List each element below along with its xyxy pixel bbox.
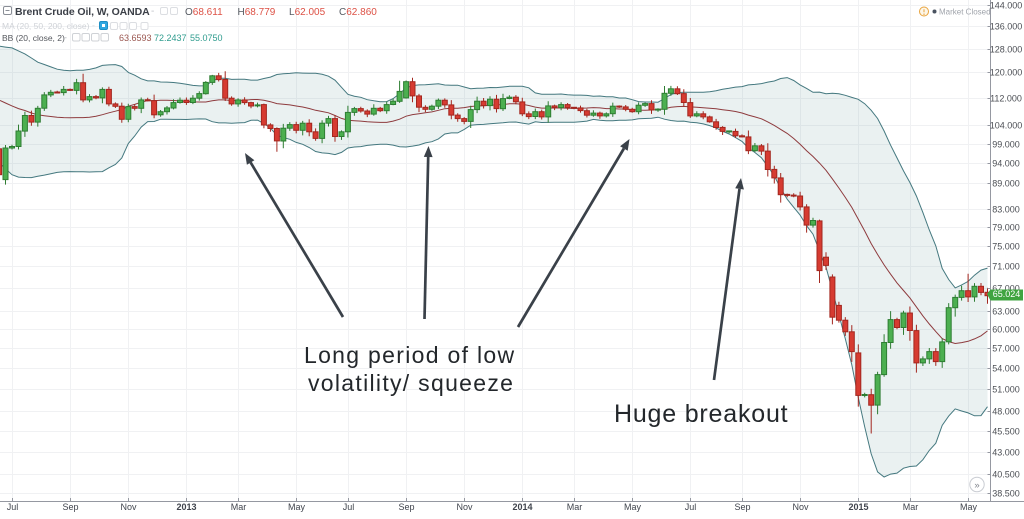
svg-text:Nov: Nov (792, 502, 809, 512)
svg-text:Mar: Mar (903, 502, 919, 512)
svg-text:2015: 2015 (848, 502, 868, 512)
svg-text:79.000: 79.000 (992, 223, 1020, 233)
svg-text:67.000: 67.000 (992, 284, 1020, 294)
svg-text:83.000: 83.000 (992, 205, 1020, 215)
svg-text:May: May (288, 502, 306, 512)
svg-text:»: » (974, 480, 979, 491)
svg-text:-: - (151, 6, 154, 17)
svg-text:-: - (92, 21, 95, 31)
svg-text:Jul: Jul (685, 502, 697, 512)
svg-text:Jul: Jul (343, 502, 355, 512)
svg-text:Mar: Mar (567, 502, 583, 512)
svg-text:Nov: Nov (120, 502, 137, 512)
svg-text:Sep: Sep (734, 502, 750, 512)
svg-text:48.000: 48.000 (992, 407, 1020, 417)
svg-text:May: May (624, 502, 642, 512)
svg-text:Brent Crude Oil, W, OANDA: Brent Crude Oil, W, OANDA (15, 6, 150, 18)
svg-text:C62.860: C62.860 (339, 7, 377, 18)
svg-text:2013: 2013 (176, 502, 196, 512)
svg-text:O68.611: O68.611 (185, 7, 223, 18)
svg-text:Mar: Mar (231, 502, 247, 512)
svg-text:51.000: 51.000 (992, 385, 1020, 395)
svg-text:Jul: Jul (7, 502, 19, 512)
svg-text:112.000: 112.000 (990, 94, 1022, 104)
svg-text:144.000: 144.000 (990, 1, 1023, 11)
svg-text:57.000: 57.000 (992, 344, 1020, 354)
svg-text:BB (20, close, 2): BB (20, close, 2) (2, 33, 65, 43)
svg-text:54.000: 54.000 (992, 364, 1020, 374)
svg-text:2014: 2014 (512, 502, 532, 512)
svg-text:75.000: 75.000 (992, 242, 1020, 252)
svg-text:Nov: Nov (456, 502, 473, 512)
svg-text:71.000: 71.000 (992, 262, 1020, 272)
svg-text:63.000: 63.000 (992, 307, 1020, 317)
svg-text:94.000: 94.000 (992, 159, 1020, 169)
svg-text:volatility/ squeeze: volatility/ squeeze (308, 370, 514, 396)
svg-text:65.024: 65.024 (993, 289, 1021, 299)
svg-text:Long period of low: Long period of low (304, 342, 515, 368)
svg-text:L62.005: L62.005 (289, 7, 326, 18)
svg-text:99.000: 99.000 (992, 140, 1020, 150)
svg-text:Market Closed: Market Closed (939, 8, 991, 17)
svg-text:38.500: 38.500 (992, 489, 1020, 499)
svg-text:40.500: 40.500 (992, 470, 1020, 480)
svg-text:H68.779: H68.779 (238, 7, 276, 18)
svg-text:MA (20, 50, 200, close): MA (20, 50, 200, close) (2, 21, 90, 31)
svg-text:89.000: 89.000 (992, 179, 1020, 189)
svg-text:May: May (960, 502, 978, 512)
svg-text:63.6593: 63.6593 (119, 33, 152, 43)
svg-text:43.000: 43.000 (992, 448, 1020, 458)
svg-text:104.000: 104.000 (990, 121, 1023, 131)
svg-text:55.0750: 55.0750 (190, 33, 223, 43)
svg-text:60.000: 60.000 (992, 325, 1020, 335)
svg-text:Sep: Sep (398, 502, 414, 512)
svg-text:-: - (64, 33, 67, 43)
svg-text:136.000: 136.000 (990, 22, 1023, 32)
svg-text:128.000: 128.000 (990, 45, 1023, 55)
svg-text:Sep: Sep (62, 502, 78, 512)
svg-text:Huge breakout: Huge breakout (614, 400, 788, 428)
svg-text:45.500: 45.500 (992, 427, 1020, 437)
svg-text:72.2437: 72.2437 (154, 33, 187, 43)
svg-text:120.000: 120.000 (990, 68, 1023, 78)
